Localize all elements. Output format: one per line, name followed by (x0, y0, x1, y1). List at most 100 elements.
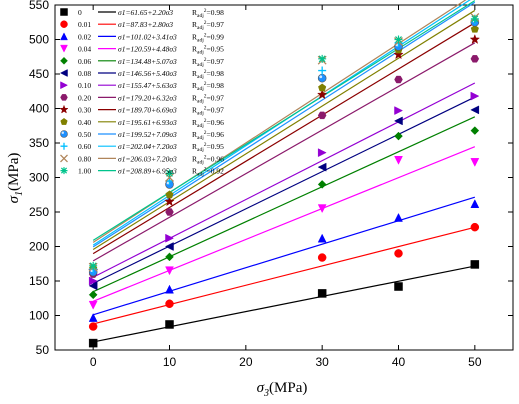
data-point-0 (394, 282, 403, 291)
data-point-0.02 (317, 233, 327, 243)
legend-r2: Radj2=0.96 (192, 154, 224, 165)
marker-highlight (61, 131, 64, 134)
data-point-0.20 (317, 111, 327, 120)
data-point-0.04 (88, 300, 98, 310)
fit-line-0.02 (92, 196, 476, 316)
legend-marker (60, 117, 68, 125)
data-point-0.01 (88, 322, 98, 331)
data-point-0.02 (394, 212, 403, 222)
data-point-0.01 (317, 253, 327, 262)
legend-r2: Radj2=0.98 (192, 8, 224, 19)
y-tick-label: 350 (29, 136, 49, 150)
marker-highlight (319, 75, 323, 79)
legend-r2: Radj2=0.92 (192, 167, 224, 178)
legend-entry-0.06: 0.06 σ1=134.48+5.07σ3 Radj2=0.97 (60, 57, 224, 68)
legend-marker (60, 154, 68, 163)
x-tick-label: 40 (392, 355, 406, 369)
legend-marker (60, 44, 68, 53)
legend-r2: Radj2=0.97 (192, 93, 224, 104)
legend-marker (60, 32, 68, 41)
data-point-0.08 (164, 242, 174, 251)
data-point-0.06 (394, 131, 403, 141)
legend-r2: Radj2=0.99 (192, 32, 224, 43)
legend-label: 0.20 (78, 93, 91, 102)
data-point-0.30 (469, 33, 481, 44)
fit-line-0.50 (92, 1, 476, 248)
x-tick-label: 20 (239, 355, 253, 369)
legend-marker (59, 104, 69, 114)
legend-label: 0 (78, 8, 82, 17)
data-point-0.04 (470, 158, 480, 167)
x-tick-label: 30 (315, 355, 329, 369)
legend-marker (60, 142, 68, 150)
data-point-0.30 (393, 49, 404, 60)
legend-label: 0.02 (78, 32, 91, 41)
x-tick-label: 50 (468, 355, 482, 369)
fit-line-0.10 (92, 82, 476, 278)
data-point-1.00 (89, 261, 98, 270)
data-point-0.20 (470, 55, 480, 63)
legend-label: 0.60 (78, 142, 91, 151)
data-point-0.04 (165, 266, 174, 276)
legend-r2: Radj2=0.97 (192, 106, 224, 117)
legend-marker (60, 81, 69, 90)
legend-r2: Radj2=0.96 (192, 130, 224, 141)
fit-line-0.04 (92, 146, 476, 302)
legend-entry-0.30: 0.30 σ1=189.70+6.69σ3 Radj2=0.97 (59, 104, 224, 117)
legend-fit-equation: σ1=202.04+7.20σ3 (118, 142, 177, 151)
legend-r2: Radj2=0.96 (192, 118, 224, 129)
legend-label: 1.00 (78, 167, 91, 176)
data-point-0.10 (165, 233, 175, 243)
data-point-0.10 (88, 276, 98, 286)
data-point-0.08 (393, 116, 403, 126)
data-point-0.01 (470, 222, 480, 232)
x-axis-ticks: 0 10 20 30 40 50 (90, 5, 482, 369)
legend-entry-0.80: 0.80 σ1=206.03+7.20σ3 Radj2=0.96 (60, 154, 224, 165)
data-point-0 (317, 289, 327, 298)
legend-marker (60, 20, 68, 28)
data-point-0.08 (470, 105, 480, 115)
fit-line-0 (93, 265, 475, 343)
fit-line-1.00 (92, 0, 476, 241)
fit-line-0.06 (92, 116, 476, 293)
legend-entry-0.50: 0.50 σ1=199.52+7.09σ3 Radj2=0.96 (60, 130, 224, 141)
data-point-0.30 (316, 89, 328, 100)
legend-marker (60, 8, 68, 16)
data-point-1.00 (394, 35, 403, 44)
data-point-0 (470, 260, 480, 269)
legend-r2: Radj2=0.95 (192, 45, 224, 56)
y-tick-label: 250 (29, 205, 49, 219)
legend-label: 0.08 (78, 69, 91, 78)
data-point-0.40 (470, 24, 479, 33)
data-point-0.30 (164, 196, 175, 207)
data-point-0.10 (317, 148, 327, 158)
data-point-0 (165, 320, 174, 329)
legend-entry-0.04: 0.04 σ1=120.59+4.48σ3 Radj2=0.95 (60, 44, 224, 56)
data-point-0.20 (165, 208, 174, 216)
y-tick-label: 100 (29, 309, 49, 323)
legend-marker (60, 94, 68, 101)
y-tick-label: 50 (36, 343, 50, 357)
data-point-0.02 (165, 284, 174, 294)
legend-fit-equation: σ1=61.65+2.20σ3 (118, 8, 173, 17)
legend-label: 0.50 (78, 130, 91, 139)
legend-fit-equation: σ1=120.59+4.48σ3 (118, 45, 177, 54)
y-tick-label: 500 (29, 33, 49, 47)
legend-fit-equation: σ1=146.56+5.40σ3 (118, 69, 177, 78)
legend-marker (59, 69, 68, 77)
legend-entry-0: 0 σ1=61.65+2.20σ3 Radj2=0.98 (60, 8, 224, 19)
legend-r2: Radj2=0.98 (192, 69, 224, 80)
legend-r2: Radj2=0.95 (192, 142, 224, 153)
data-point-1.00 (470, 14, 479, 23)
legend-entry-0.08: 0.08 σ1=146.56+5.40σ3 Radj2=0.98 (59, 69, 224, 80)
y-tick-label: 550 (29, 0, 49, 12)
x-tick-label: 10 (163, 355, 177, 369)
data-point-0.60 (318, 66, 327, 75)
data-point-0.40 (165, 190, 174, 199)
legend-label: 0.06 (78, 57, 91, 66)
data-point-0.10 (394, 106, 404, 115)
legend-label: 0.80 (78, 154, 91, 163)
data-point-0.40 (318, 83, 327, 92)
legend-fit-equation: σ1=155.47+5.63σ3 (118, 81, 177, 90)
